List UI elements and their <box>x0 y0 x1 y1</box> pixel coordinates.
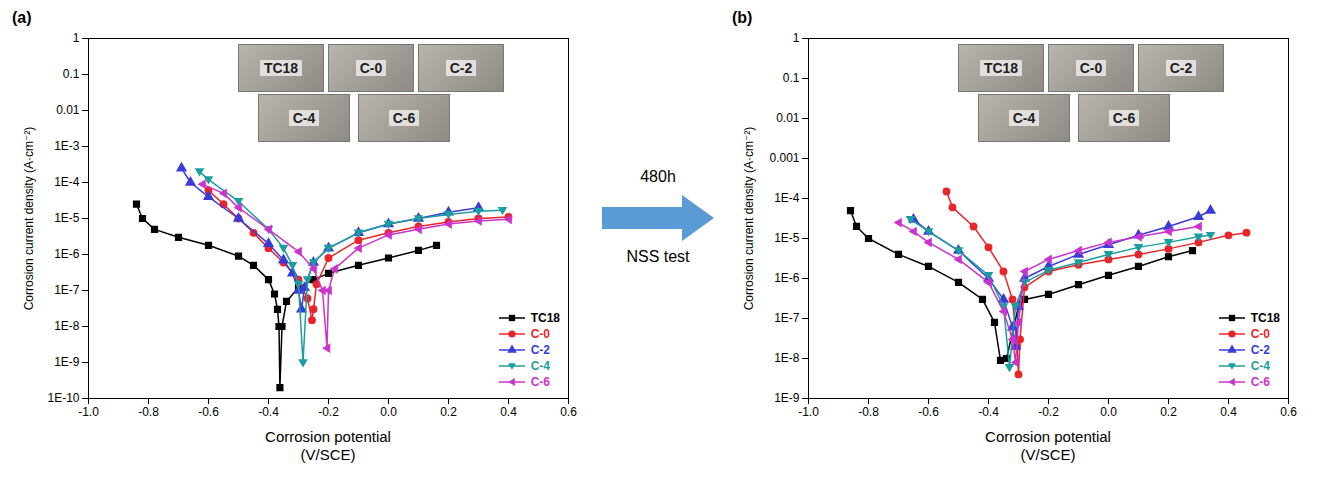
svg-text:-0.8: -0.8 <box>858 405 879 419</box>
svg-text:1E-4: 1E-4 <box>54 175 80 189</box>
html-text:TC18: TC18 <box>1250 311 1280 325</box>
html-text:480h: 480h <box>640 168 676 185</box>
html-text:TC18: TC18 <box>263 60 299 76</box>
html-text:Corrosion potential (V/SCE): Corrosion potential (V/SCE) <box>265 428 391 463</box>
svg-text:0.4: 0.4 <box>1220 405 1237 419</box>
html-text:C-0: C-0 <box>359 60 383 76</box>
html-text:C-6: C-6 <box>1112 110 1136 126</box>
svg-text:-1.0: -1.0 <box>798 405 819 419</box>
html-text:C-4: C-4 <box>1250 359 1270 373</box>
svg-text:Corrosion current density (A·c: Corrosion current density (A·cm⁻²) <box>742 127 756 311</box>
html-text:C-2: C-2 <box>1169 60 1193 76</box>
svg-text:0.6: 0.6 <box>1280 405 1297 419</box>
svg-text:1E-6: 1E-6 <box>774 271 800 285</box>
svg-text:Corrosion current density (A·c: Corrosion current density (A·cm⁻²) <box>22 127 36 311</box>
svg-text:0.6: 0.6 <box>560 405 577 419</box>
svg-text:0.2: 0.2 <box>440 405 457 419</box>
svg-text:1: 1 <box>73 31 80 45</box>
svg-text:1E-5: 1E-5 <box>54 211 80 225</box>
svg-text:1E-9: 1E-9 <box>54 355 80 369</box>
svg-text:1: 1 <box>793 31 800 45</box>
svg-text:0.2: 0.2 <box>1160 405 1177 419</box>
svg-text:-0.6: -0.6 <box>918 405 939 419</box>
svg-text:1E-7: 1E-7 <box>774 311 800 325</box>
svg-text:0.01: 0.01 <box>56 103 80 117</box>
svg-text:0.001: 0.001 <box>769 151 799 165</box>
svg-text:0.1: 0.1 <box>63 67 80 81</box>
html-text:C-6: C-6 <box>1250 375 1270 389</box>
html-text:C-0: C-0 <box>1250 327 1270 341</box>
html-text:C-4: C-4 <box>1012 110 1036 126</box>
svg-text:0.01: 0.01 <box>776 111 800 125</box>
svg-text:0.1: 0.1 <box>783 71 800 85</box>
html-text:C-6: C-6 <box>530 375 550 389</box>
html-text:C-2: C-2 <box>1250 343 1270 357</box>
svg-text:1E-6: 1E-6 <box>54 247 80 261</box>
svg-text:-1.0: -1.0 <box>78 405 99 419</box>
html-text:(b): (b) <box>732 9 753 26</box>
svg-text:1E-3: 1E-3 <box>54 139 80 153</box>
svg-text:0.0: 0.0 <box>1100 405 1117 419</box>
svg-text:-0.2: -0.2 <box>1038 405 1059 419</box>
svg-text:1E-7: 1E-7 <box>54 283 80 297</box>
html-text:(a): (a) <box>12 9 32 26</box>
svg-text:1E-4: 1E-4 <box>774 191 800 205</box>
html-text:TC18: TC18 <box>983 60 1019 76</box>
svg-text:1E-8: 1E-8 <box>774 351 800 365</box>
svg-text:0.4: 0.4 <box>500 405 517 419</box>
svg-text:-0.4: -0.4 <box>258 405 279 419</box>
html-text:C-6: C-6 <box>392 110 416 126</box>
svg-text:1E-9: 1E-9 <box>774 391 800 405</box>
svg-text:-0.6: -0.6 <box>198 405 219 419</box>
svg-text:1E-8: 1E-8 <box>54 319 80 333</box>
svg-text:-0.8: -0.8 <box>138 405 159 419</box>
svg-text:0.0: 0.0 <box>380 405 397 419</box>
html-text:C-0: C-0 <box>530 327 550 341</box>
svg-text:1E-5: 1E-5 <box>774 231 800 245</box>
svg-text:-0.4: -0.4 <box>978 405 999 419</box>
html-text:NSS test: NSS test <box>626 248 690 265</box>
html-text:C-2: C-2 <box>449 60 473 76</box>
html-text:Corrosion potential (V/SCE): Corrosion potential (V/SCE) <box>985 428 1111 463</box>
html-text:TC18: TC18 <box>530 311 560 325</box>
html-text:C-4: C-4 <box>292 110 316 126</box>
svg-text:1E-10: 1E-10 <box>47 391 79 405</box>
html-text:C-2: C-2 <box>530 343 550 357</box>
html-text:C-0: C-0 <box>1079 60 1103 76</box>
svg-text:-0.2: -0.2 <box>318 405 339 419</box>
html-text:C-4: C-4 <box>530 359 550 373</box>
